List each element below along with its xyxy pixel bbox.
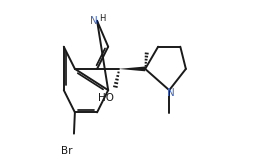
Text: N: N: [90, 16, 98, 26]
Text: HO: HO: [98, 93, 114, 104]
Polygon shape: [118, 67, 145, 71]
Text: N: N: [167, 88, 175, 98]
Text: H: H: [99, 14, 106, 23]
Text: Br: Br: [61, 146, 72, 156]
